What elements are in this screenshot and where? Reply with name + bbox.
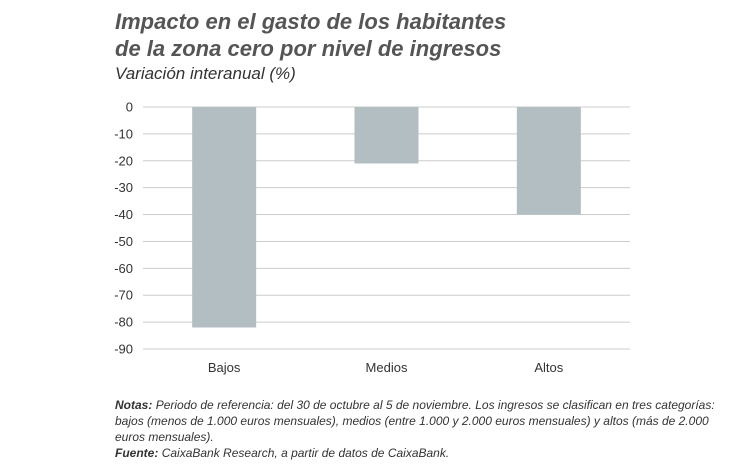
y-tick-label: -30 (114, 180, 133, 195)
notes-text: Periodo de referencia: del 30 de octubre… (115, 398, 715, 444)
chart-title-line-2: de la zona cero por nivel de ingresos (115, 36, 502, 61)
y-tick-label: -40 (114, 207, 133, 222)
bars (192, 107, 581, 328)
source-text: CaixaBank Research, a partir de datos de… (161, 446, 450, 460)
y-tick-label: -50 (114, 234, 133, 249)
bar-medios (354, 107, 419, 164)
x-axis-tick-labels: Bajos Medios Altos (208, 360, 564, 375)
chart-subtitle: Variación interanual (%) (115, 64, 296, 83)
chart-title: Impacto en el gasto de los habitantes de… (115, 8, 735, 62)
y-axis-tick-labels: 0 -10 -20 -30 -40 -50 -60 -70 -80 -90 (114, 100, 133, 357)
notes-paragraph: Notas: Periodo de referencia: del 30 de … (115, 397, 740, 445)
y-tick-label: -20 (114, 153, 133, 168)
y-tick-label: 0 (126, 100, 133, 115)
x-tick-label-medios: Medios (366, 360, 408, 375)
x-tick-label-altos: Altos (534, 360, 563, 375)
source-label: Fuente: (115, 446, 159, 460)
chart-title-line-1: Impacto en el gasto de los habitantes (115, 9, 507, 34)
bar-altos (516, 107, 581, 215)
notes-block: Notas: Periodo de referencia: del 30 de … (115, 397, 740, 461)
bar-bajos (192, 107, 257, 328)
bar-chart: 0 -10 -20 -30 -40 -50 -60 -70 -80 -90 Bajos Medios… (114, 100, 630, 375)
notes-label: Notas: (115, 398, 153, 412)
x-tick-label-bajos: Bajos (208, 360, 241, 375)
y-tick-label: -70 (114, 288, 133, 303)
source-paragraph: Fuente: CaixaBank Research, a partir de … (115, 445, 740, 461)
y-tick-label: -90 (114, 342, 133, 357)
y-tick-label: -80 (114, 315, 133, 330)
y-tick-label: -60 (114, 261, 133, 276)
y-tick-label: -10 (114, 126, 133, 141)
